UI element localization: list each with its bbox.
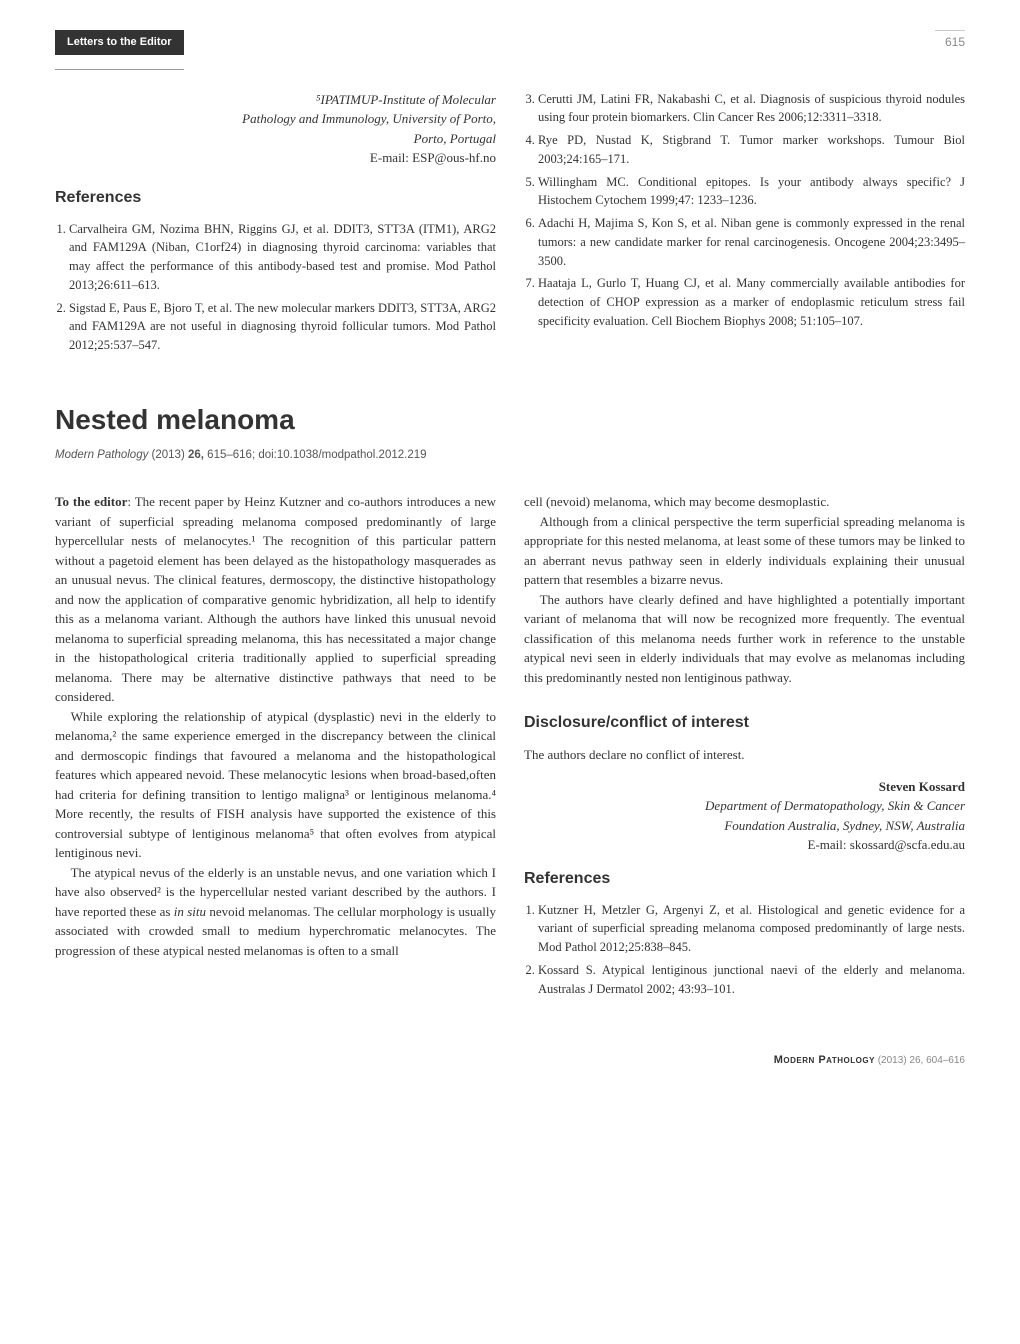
header-row: Letters to the Editor 615 bbox=[55, 30, 965, 70]
body-right-col: cell (nevoid) melanoma, which may become… bbox=[524, 492, 965, 1002]
references-list-bottom: Kutzner H, Metzler G, Argenyi Z, et al. … bbox=[524, 901, 965, 999]
body-paragraph: While exploring the relationship of atyp… bbox=[55, 707, 496, 863]
affil-line: Porto, Portugal bbox=[55, 129, 496, 149]
affiliation-block: ⁵IPATIMUP-Institute of Molecular Patholo… bbox=[55, 90, 496, 168]
body-paragraph: cell (nevoid) melanoma, which may become… bbox=[524, 492, 965, 512]
author-affil: Foundation Australia, Sydney, NSW, Austr… bbox=[524, 816, 965, 836]
affil-line: ⁵IPATIMUP-Institute of Molecular bbox=[55, 90, 496, 110]
author-name: Steven Kossard bbox=[524, 777, 965, 797]
header-label: Letters to the Editor bbox=[55, 30, 184, 55]
footer-info: (2013) 26, 604–616 bbox=[875, 1055, 965, 1066]
references-title: References bbox=[524, 867, 965, 891]
ref-item: Rye PD, Nustad K, Stigbrand T. Tumor mar… bbox=[538, 131, 965, 169]
body-paragraph: To the editor: The recent paper by Heinz… bbox=[55, 492, 496, 707]
references-list-left: Carvalheira GM, Nozima BHN, Riggins GJ, … bbox=[55, 220, 496, 355]
ref-item: Sigstad E, Paus E, Bjoro T, et al. The n… bbox=[69, 299, 496, 355]
disclosure-title: Disclosure/conflict of interest bbox=[524, 711, 965, 735]
references-title: References bbox=[55, 186, 496, 210]
ref-item: Carvalheira GM, Nozima BHN, Riggins GJ, … bbox=[69, 220, 496, 295]
journal-citation: Modern Pathology (2013) 26, 615–616; doi… bbox=[55, 447, 965, 464]
journal-rest: 615–616; doi:10.1038/modpathol.2012.219 bbox=[204, 449, 427, 461]
body-columns: To the editor: The recent paper by Heinz… bbox=[55, 492, 965, 1002]
body-paragraph: The atypical nevus of the elderly is an … bbox=[55, 863, 496, 961]
body-paragraph: The authors have clearly defined and hav… bbox=[524, 590, 965, 688]
header-divider bbox=[55, 69, 184, 70]
author-email: E-mail: skossard@scfa.edu.au bbox=[524, 835, 965, 855]
ref-item: Kossard S. Atypical lentiginous junction… bbox=[538, 961, 965, 999]
page-number: 615 bbox=[935, 30, 965, 51]
ref-item: Willingham MC. Conditional epitopes. Is … bbox=[538, 173, 965, 211]
article-title: Nested melanoma bbox=[55, 399, 965, 441]
p1-text: The recent paper by Heinz Kutzner and co… bbox=[55, 494, 496, 704]
top-columns: ⁵IPATIMUP-Institute of Molecular Patholo… bbox=[55, 90, 965, 359]
ref-item: Adachi H, Majima S, Kon S, et al. Niban … bbox=[538, 214, 965, 270]
page-container: Letters to the Editor 615 ⁵IPATIMUP-Inst… bbox=[0, 0, 1020, 1022]
author-affil: Department of Dermatopathology, Skin & C… bbox=[524, 796, 965, 816]
journal-name: Modern Pathology bbox=[55, 449, 148, 461]
journal-year: (2013) bbox=[148, 449, 188, 461]
ref-item: Cerutti JM, Latini FR, Nakabashi C, et a… bbox=[538, 90, 965, 128]
ref-item: Haataja L, Gurlo T, Huang CJ, et al. Man… bbox=[538, 274, 965, 330]
body-paragraph: Although from a clinical perspective the… bbox=[524, 512, 965, 590]
body-left-col: To the editor: The recent paper by Heinz… bbox=[55, 492, 496, 1002]
journal-vol: 26, bbox=[188, 449, 204, 461]
references-list-right: Cerutti JM, Latini FR, Nakabashi C, et a… bbox=[524, 90, 965, 331]
ref-item: Kutzner H, Metzler G, Argenyi Z, et al. … bbox=[538, 901, 965, 957]
disclosure-text: The authors declare no conflict of inter… bbox=[524, 745, 965, 765]
top-right-col: Cerutti JM, Latini FR, Nakabashi C, et a… bbox=[524, 90, 965, 359]
footer-journal: Modern Pathology bbox=[774, 1054, 875, 1066]
header-left: Letters to the Editor bbox=[55, 30, 184, 70]
footer: Modern Pathology (2013) 26, 604–616 bbox=[0, 1052, 1020, 1089]
top-left-col: ⁵IPATIMUP-Institute of Molecular Patholo… bbox=[55, 90, 496, 359]
affil-line: Pathology and Immunology, University of … bbox=[55, 109, 496, 129]
author-block: Steven Kossard Department of Dermatopath… bbox=[524, 777, 965, 855]
affil-email: E-mail: ESP@ous-hf.no bbox=[55, 148, 496, 168]
